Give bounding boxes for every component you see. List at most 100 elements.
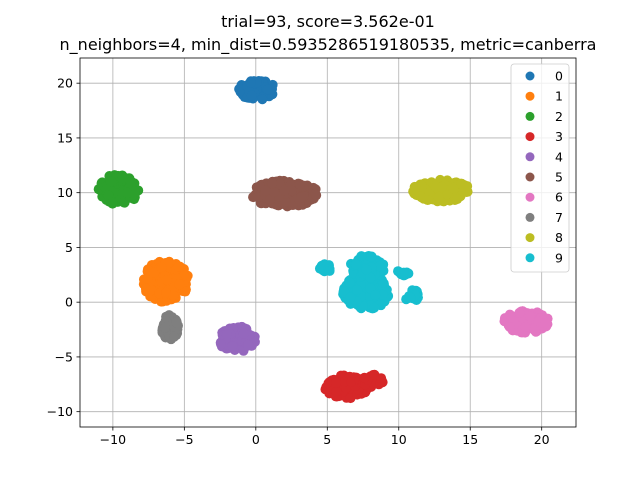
point-series-0 [262, 84, 273, 95]
legend-marker-8 [525, 233, 535, 243]
series-7-points [157, 310, 183, 345]
x-tick-label: 5 [323, 432, 331, 447]
point-series-1 [149, 267, 160, 278]
chart-title-line-1: trial=93, score=3.562e-01 [221, 12, 435, 31]
x-tick-label: −10 [100, 432, 126, 447]
point-series-7 [160, 322, 171, 333]
point-series-5 [296, 192, 307, 203]
point-series-8 [410, 182, 421, 193]
point-series-6 [514, 307, 525, 318]
grid-lines [80, 58, 576, 427]
series-2-points [93, 170, 144, 209]
axis-ticks: −10 −5 0 5 10 15 20 −10 −5 0 5 10 15 20 [47, 76, 550, 447]
point-series-5 [267, 178, 278, 189]
point-series-9 [377, 289, 388, 300]
point-series-2 [107, 197, 118, 208]
point-series-9 [398, 267, 409, 278]
legend: 0 1 2 3 4 5 6 7 8 9 [510, 63, 570, 273]
point-series-8 [441, 189, 452, 200]
x-tick-label: 20 [534, 432, 550, 447]
legend-label-6: 6 [555, 190, 563, 205]
point-series-6 [504, 309, 515, 320]
point-series-8 [448, 183, 459, 194]
point-series-5 [279, 185, 290, 196]
legend-label-0: 0 [555, 69, 563, 84]
legend-label-8: 8 [555, 230, 563, 245]
point-series-4 [222, 329, 233, 340]
legend-marker-4 [525, 152, 535, 162]
legend-box [510, 63, 570, 273]
point-series-5 [311, 190, 322, 201]
data-points [93, 75, 553, 404]
point-series-5 [295, 179, 306, 190]
point-series-5 [264, 194, 275, 205]
point-series-2 [122, 187, 133, 198]
point-series-5 [268, 187, 279, 198]
point-series-5 [260, 185, 271, 196]
point-series-4 [238, 328, 249, 339]
point-series-1 [173, 261, 184, 272]
legend-label-9: 9 [555, 250, 563, 265]
legend-marker-5 [525, 172, 535, 182]
series-0-points [234, 75, 278, 105]
y-tick-label: 5 [65, 240, 73, 255]
legend-marker-2 [525, 111, 535, 121]
point-series-9 [352, 284, 363, 295]
point-series-9 [366, 251, 377, 262]
legend-label-3: 3 [555, 129, 563, 144]
chart-title-line-2: n_neighbors=4, min_dist=0.59352865191805… [60, 35, 597, 55]
y-tick-label: 20 [57, 76, 73, 91]
point-series-2 [129, 189, 140, 200]
y-tick-label: −5 [55, 349, 73, 364]
point-series-2 [126, 176, 137, 187]
point-series-9 [405, 292, 416, 303]
point-series-3 [330, 377, 341, 388]
point-series-9 [374, 261, 385, 272]
point-series-0 [246, 90, 257, 101]
legend-marker-6 [525, 192, 535, 202]
point-series-0 [257, 94, 268, 105]
point-series-1 [144, 286, 155, 297]
legend-label-5: 5 [555, 170, 563, 185]
plot-frame [79, 57, 577, 428]
legend-label-2: 2 [555, 109, 563, 124]
series-8-points [408, 174, 473, 207]
point-series-4 [215, 339, 226, 350]
point-series-6 [520, 321, 531, 332]
point-series-9 [324, 265, 335, 276]
x-tick-label: 0 [252, 432, 260, 447]
point-series-9 [365, 272, 376, 283]
series-1-points [138, 256, 193, 307]
point-series-7 [169, 331, 180, 342]
x-tick-label: 10 [391, 432, 407, 447]
legend-marker-9 [525, 253, 535, 263]
series-4-points [215, 321, 260, 356]
point-series-8 [436, 181, 447, 192]
point-series-9 [356, 251, 367, 262]
legend-label-4: 4 [555, 149, 563, 164]
point-series-9 [361, 264, 372, 275]
series-9-points [314, 250, 423, 314]
series-3-points [320, 369, 388, 404]
point-series-1 [174, 279, 185, 290]
legend-marker-0 [525, 71, 535, 81]
point-series-9 [345, 292, 356, 303]
point-series-8 [433, 192, 444, 203]
legend-marker-7 [525, 212, 535, 222]
point-series-1 [142, 273, 153, 284]
y-tick-label: 0 [65, 295, 73, 310]
legend-marker-1 [525, 91, 535, 101]
point-series-6 [540, 318, 551, 329]
point-series-3 [375, 373, 386, 384]
point-series-1 [180, 286, 191, 297]
y-tick-label: 15 [57, 130, 73, 145]
point-series-3 [339, 376, 350, 387]
point-series-4 [243, 339, 254, 350]
point-series-3 [331, 386, 342, 397]
point-series-3 [323, 378, 334, 389]
x-tick-label: 15 [462, 432, 478, 447]
point-series-9 [369, 302, 380, 313]
point-series-3 [346, 376, 357, 387]
point-series-6 [504, 321, 515, 332]
